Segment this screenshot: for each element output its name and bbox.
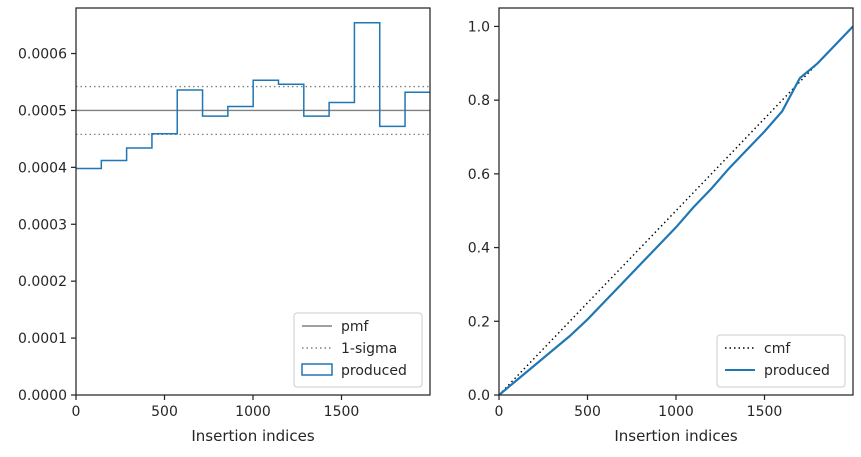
x-tick-label: 0 bbox=[495, 404, 504, 420]
x-axis-label: Insertion indices bbox=[614, 427, 737, 445]
left-chart-pmf-histogram: 0 500 1000 1500 0.0000 0.0001 0.0002 0.0003 0.00… bbox=[18, 7, 431, 445]
x-tick-label: 1000 bbox=[658, 404, 694, 420]
y-tick-label: 1.0 bbox=[468, 19, 490, 35]
plot-area bbox=[499, 25, 853, 395]
y-tick-label: 0.0 bbox=[468, 388, 490, 404]
y-tick-label: 0.2 bbox=[468, 314, 490, 330]
legend-label-cmf: cmf bbox=[764, 341, 791, 357]
legend-label-produced: produced bbox=[764, 363, 830, 379]
plot-area bbox=[76, 22, 430, 170]
legend-item-1-sigma: 1-sigma bbox=[302, 341, 397, 357]
y-tick-label: 0.6 bbox=[468, 167, 490, 183]
x-axis-label: Insertion indices bbox=[191, 427, 314, 445]
y-tick-label: 0.0001 bbox=[18, 331, 67, 347]
legend-label-1-sigma: 1-sigma bbox=[341, 341, 397, 357]
legend-item-pmf: pmf bbox=[302, 319, 370, 335]
x-tick-label: 500 bbox=[151, 404, 178, 420]
legend-box bbox=[293, 312, 423, 388]
x-tick-label: 0 bbox=[72, 404, 81, 420]
legend: pmf 1-sigma produced bbox=[293, 312, 423, 388]
x-tick-label: 500 bbox=[574, 404, 601, 420]
y-tick-label: 0.4 bbox=[468, 241, 490, 257]
legend-label-pmf: pmf bbox=[341, 319, 370, 335]
y-tick-label: 0.0004 bbox=[18, 160, 67, 176]
y-tick-label: 0.0000 bbox=[18, 388, 67, 404]
right-chart-cmf: 0 500 1000 1500 0.0 0.2 0.4 0.6 0.8 1.0 Insertion … bbox=[468, 7, 854, 445]
legend-item-produced: produced bbox=[301, 363, 407, 379]
x-tick-label: 1500 bbox=[324, 404, 360, 420]
series-produced-line bbox=[499, 25, 853, 395]
legend-swatch-produced bbox=[301, 363, 333, 376]
x-tick-label: 1000 bbox=[235, 404, 271, 420]
y-tick-label: 0.0006 bbox=[18, 47, 67, 63]
x-tick-label: 1500 bbox=[747, 404, 783, 420]
y-tick-label: 0.0002 bbox=[18, 274, 67, 290]
y-tick-label: 0.0003 bbox=[18, 217, 67, 233]
series-produced-step bbox=[76, 22, 430, 170]
legend-item-cmf: cmf bbox=[725, 341, 791, 357]
legend-item-produced: produced bbox=[725, 363, 830, 379]
legend: cmf produced bbox=[716, 334, 846, 388]
y-tick-label: 0.8 bbox=[468, 93, 490, 109]
legend-label-produced: produced bbox=[341, 363, 407, 379]
y-tick-label: 0.0005 bbox=[18, 103, 67, 119]
